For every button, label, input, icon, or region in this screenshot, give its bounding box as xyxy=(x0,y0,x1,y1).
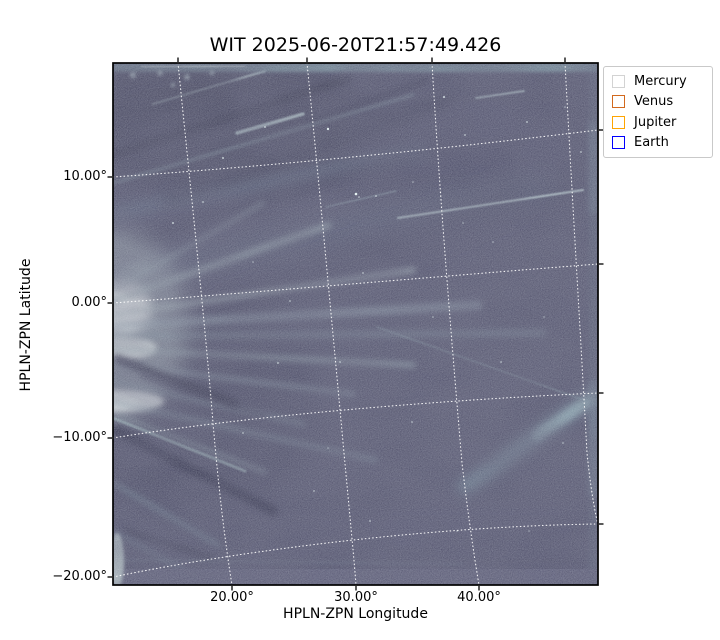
legend: Mercury Venus Jupiter Earth xyxy=(603,66,713,158)
x-tick-label: 30.00° xyxy=(334,590,378,605)
legend-item-jupiter: Jupiter xyxy=(612,113,704,132)
y-tick-label: −20.00° xyxy=(52,569,107,584)
plot-area-heliospheric-image xyxy=(107,57,604,591)
y-tick-label: 0.00° xyxy=(71,295,107,310)
legend-item-mercury: Mercury xyxy=(612,72,704,91)
legend-item-label: Mercury xyxy=(634,73,687,89)
legend-item-venus: Venus xyxy=(612,92,704,111)
x-tick-label: 40.00° xyxy=(457,590,501,605)
legend-item-label: Venus xyxy=(634,94,674,110)
tick-marks xyxy=(107,57,604,591)
jupiter-swatch-icon xyxy=(612,115,625,129)
mercury-swatch-icon xyxy=(612,74,625,88)
axes-frame xyxy=(112,62,599,586)
star-field xyxy=(172,96,582,532)
legend-item-label: Jupiter xyxy=(634,114,677,130)
plot-title: WIT 2025-06-20T21:57:49.426 xyxy=(209,34,502,56)
x-axis-label: HPLN-ZPN Longitude xyxy=(283,606,428,622)
coordinate-grid xyxy=(113,63,598,585)
y-tick-label: 10.00° xyxy=(63,169,107,184)
x-tick-label: 20.00° xyxy=(210,590,254,605)
venus-swatch-icon xyxy=(612,95,625,109)
legend-item-earth: Earth xyxy=(612,133,704,152)
legend-item-label: Earth xyxy=(634,135,669,151)
y-tick-label: −10.00° xyxy=(52,430,107,445)
y-axis-label: HPLN-ZPN Latitude xyxy=(18,258,34,392)
earth-swatch-icon xyxy=(612,136,625,150)
coronagraph-image xyxy=(113,63,598,585)
